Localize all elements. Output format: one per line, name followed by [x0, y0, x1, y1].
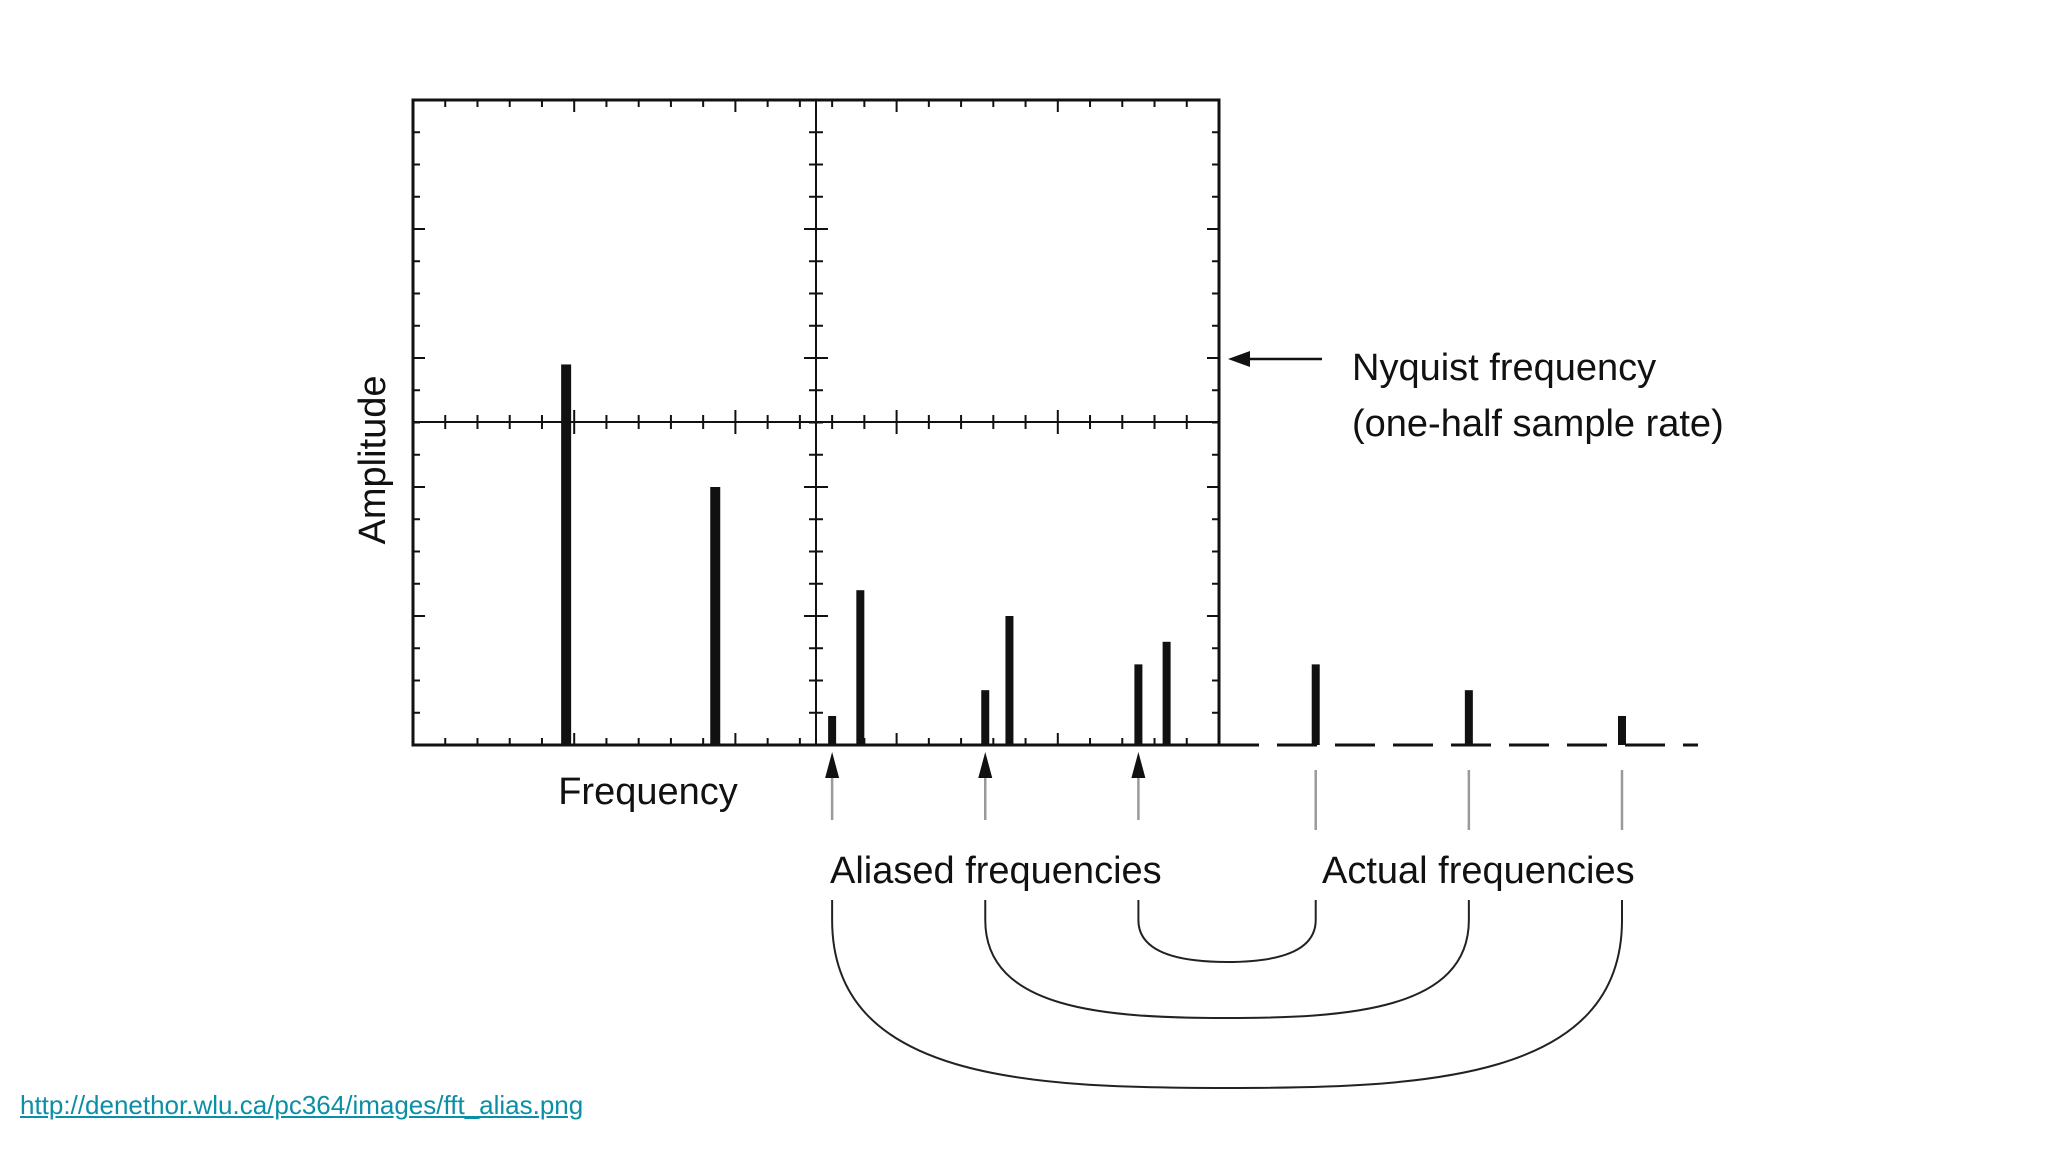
spectral-line-alias-2 — [981, 690, 990, 745]
nyquist-label-line2: (one-half sample rate) — [1352, 403, 1724, 445]
x-axis-label: Frequency — [558, 771, 738, 813]
spectral-line-alias-small-1 — [856, 590, 865, 745]
source-link[interactable]: http://denethor.wlu.ca/pc364/images/fft_… — [20, 1090, 584, 1120]
actual-frequencies-label: Actual frequencies — [1322, 850, 1635, 892]
spectral-line-alias-small-2 — [1005, 616, 1014, 745]
nyquist-arrowhead — [1228, 351, 1250, 367]
spectral-line-alias-1 — [828, 715, 837, 745]
nyquist-label-line1: Nyquist frequency — [1352, 347, 1656, 389]
alias-curve-1 — [1137, 900, 1317, 964]
spectral-line-alias-3 — [1134, 664, 1143, 745]
spectral-line-actual-2 — [1464, 690, 1473, 745]
alias-curve-2 — [984, 900, 1470, 1020]
spectral-lines — [561, 364, 1626, 745]
aliased-arrowhead — [825, 752, 840, 778]
spectral-line-alias-small-3 — [1162, 641, 1171, 745]
aliased-arrowhead — [978, 752, 993, 778]
y-axis-label: Amplitude — [352, 376, 394, 545]
alias-connection-curves — [831, 900, 1623, 1090]
spectral-line-actual-3 — [1618, 715, 1626, 745]
spectral-line-inband-2 — [710, 487, 721, 745]
drop-lines — [1314, 770, 1624, 830]
aliased-frequencies-label: Aliased frequencies — [830, 850, 1162, 892]
alias-curve-3 — [831, 900, 1623, 1090]
spectral-line-actual-1 — [1311, 664, 1320, 745]
tick-marks — [413, 100, 1219, 745]
aliased-arrowhead — [1131, 752, 1146, 778]
aliased-arrows — [825, 752, 1146, 820]
spectral-line-inband-1 — [561, 364, 572, 745]
